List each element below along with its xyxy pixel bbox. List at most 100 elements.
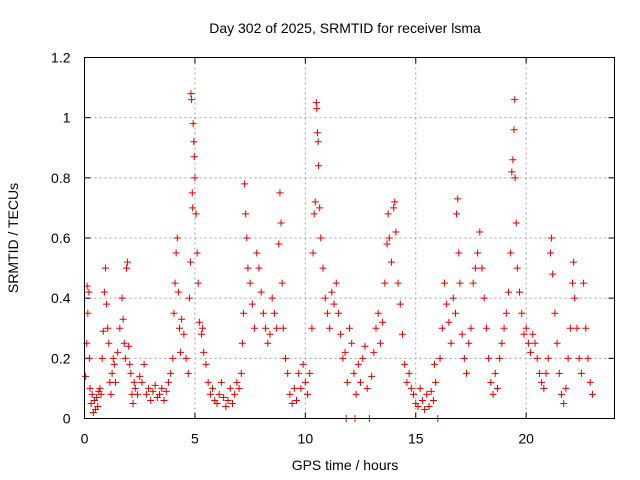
data-point <box>571 294 579 302</box>
data-point <box>357 378 365 386</box>
y-tick-label: 1.2 <box>51 50 71 66</box>
data-point <box>493 384 501 392</box>
data-point <box>316 204 324 212</box>
data-point <box>120 339 128 347</box>
data-point <box>387 258 395 266</box>
data-point <box>319 264 327 272</box>
data-point <box>315 162 323 170</box>
data-point <box>341 348 349 356</box>
data-point <box>264 339 272 347</box>
data-point <box>108 369 116 377</box>
data-point <box>326 324 334 332</box>
data-point <box>361 342 369 350</box>
data-point <box>463 369 471 377</box>
data-point <box>164 378 172 386</box>
data-point <box>185 294 193 302</box>
data-point <box>330 300 338 308</box>
data-point <box>533 354 541 362</box>
data-point <box>500 324 508 332</box>
x-tick-label: 0 <box>81 431 89 447</box>
data-point <box>471 264 479 272</box>
data-point <box>277 219 285 227</box>
data-point <box>418 396 426 404</box>
data-point <box>555 369 563 377</box>
data-point <box>449 294 457 302</box>
data-point <box>94 402 102 410</box>
data-point <box>99 327 107 335</box>
data-point <box>391 198 399 206</box>
data-point <box>241 180 249 188</box>
data-point <box>206 390 214 398</box>
data-point <box>238 339 246 347</box>
data-point <box>540 384 548 392</box>
data-point <box>511 96 519 104</box>
x-tick-label: 10 <box>298 431 314 447</box>
data-point <box>436 354 444 362</box>
data-point <box>297 384 305 392</box>
data-point <box>560 399 568 407</box>
data-point <box>127 369 135 377</box>
data-point <box>173 234 181 242</box>
x-tick-label: 20 <box>518 431 534 447</box>
data-point <box>538 378 546 386</box>
data-point <box>374 309 382 317</box>
data-point <box>549 270 557 278</box>
data-point <box>270 309 278 317</box>
data-point <box>171 279 179 287</box>
data-point <box>482 324 490 332</box>
data-point <box>162 387 170 395</box>
data-point <box>109 354 117 362</box>
data-point <box>262 324 270 332</box>
data-point <box>516 288 524 296</box>
data-point <box>299 360 307 368</box>
data-point <box>253 249 261 257</box>
data-point <box>301 378 309 386</box>
data-point <box>251 324 259 332</box>
data-point <box>220 393 228 401</box>
data-point <box>359 354 367 362</box>
data-point <box>226 384 234 392</box>
data-point <box>193 249 201 257</box>
data-point <box>198 330 206 338</box>
data-point <box>93 393 101 401</box>
data-point <box>121 354 129 362</box>
data-point <box>255 264 263 272</box>
data-point <box>136 372 144 380</box>
data-point <box>337 330 345 338</box>
data-point <box>370 348 378 356</box>
data-point <box>82 372 90 380</box>
data-point <box>425 402 433 410</box>
data-point <box>313 105 321 113</box>
data-point <box>213 399 221 407</box>
data-point <box>384 210 392 218</box>
data-point <box>131 384 139 392</box>
data-point <box>96 384 104 392</box>
data-point <box>177 348 185 356</box>
y-tick-label: 0.8 <box>51 170 71 186</box>
data-point <box>311 198 319 206</box>
data-point <box>465 339 473 347</box>
data-point <box>306 369 314 377</box>
data-point <box>502 309 510 317</box>
data-point <box>104 324 112 332</box>
data-point <box>174 288 182 296</box>
data-point <box>288 399 296 407</box>
data-point <box>570 258 578 266</box>
data-point <box>85 288 93 296</box>
data-point <box>511 174 519 182</box>
data-point <box>403 378 411 386</box>
plot-frame <box>84 57 615 419</box>
data-point <box>564 354 572 362</box>
data-point <box>266 330 274 338</box>
data-point <box>520 330 528 338</box>
data-point <box>507 249 515 257</box>
data-point <box>122 264 130 272</box>
data-point <box>293 396 300 404</box>
data-point <box>114 348 122 356</box>
data-point <box>100 288 108 296</box>
data-point <box>505 288 512 296</box>
data-point <box>566 324 574 332</box>
data-point <box>394 279 402 287</box>
data-point <box>381 279 389 287</box>
data-point <box>286 390 294 398</box>
